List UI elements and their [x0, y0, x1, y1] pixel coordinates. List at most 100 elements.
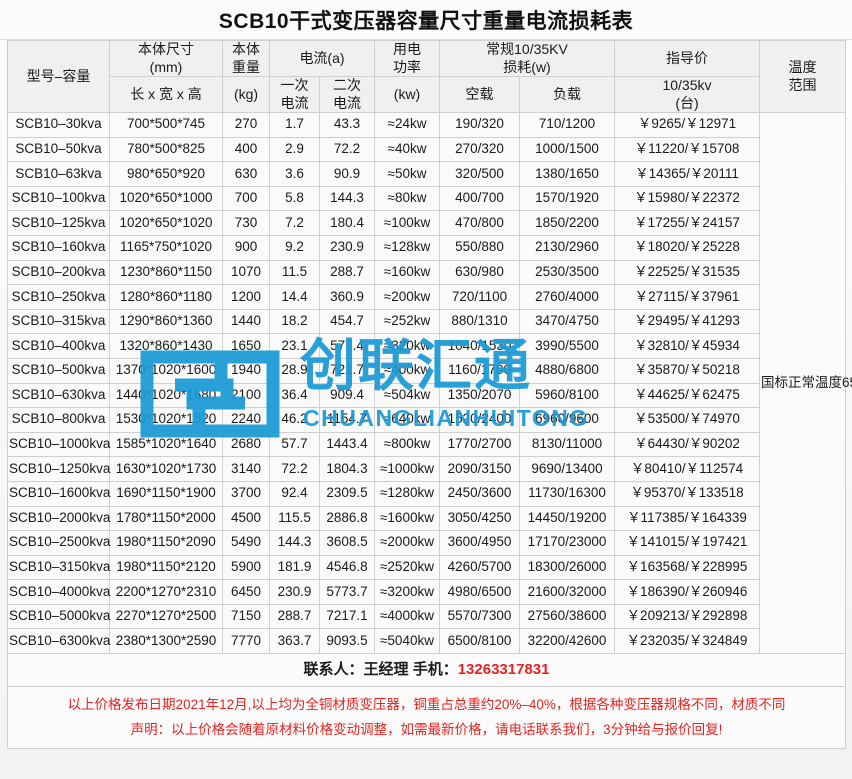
cell-load-loss: 27560/38600: [519, 603, 615, 630]
cell-noload-loss: 270/320: [439, 136, 520, 163]
cell-weight: 900: [222, 234, 270, 261]
cell-noload-loss: 400/700: [439, 185, 520, 212]
cell-power: ≈5040kw: [374, 628, 440, 655]
cell-noload-loss: 4980/6500: [439, 579, 520, 605]
cell-price: ￥18020/￥25228: [614, 234, 760, 261]
cell-size: 1320*860*1430: [109, 333, 223, 359]
th-secondary-current: 二次 电流: [319, 76, 375, 113]
cell-price: ￥17255/￥24157: [614, 210, 760, 236]
cell-power: ≈128kw: [374, 234, 440, 261]
cell-weight: 1440: [222, 308, 270, 335]
cell-size: 1980*1150*2090: [109, 530, 223, 556]
cell-secondary-current: 2886.8: [319, 505, 375, 532]
cell-secondary-current: 4546.8: [319, 554, 375, 581]
cell-secondary-current: 1154.7: [319, 407, 375, 433]
cell-price: ￥209213/￥292898: [614, 603, 760, 630]
cell-primary-current: 11.5: [269, 259, 320, 286]
title-bar: SCB10干式变压器容量尺寸重量电流损耗表: [0, 0, 852, 40]
cell-load-loss: 710/1200: [519, 112, 615, 138]
spec-table: 型号–容量 本体尺寸 (mm) 本体 重量 电流(a) 用电 功率 常规10/3…: [7, 40, 852, 750]
cell-weight: 5900: [222, 554, 270, 581]
cell-model: SCB10–200kva: [7, 259, 110, 286]
cell-primary-current: 92.4: [269, 480, 320, 507]
cell-noload-loss: 2090/3150: [439, 456, 520, 482]
cell-power: ≈40kw: [374, 136, 440, 163]
cell-noload-loss: 1040/1530: [439, 333, 520, 359]
cell-price: ￥15980/￥22372: [614, 185, 760, 212]
th-size-sub: 长 x 宽 x 高: [109, 76, 223, 113]
th-weight: 本体 重量: [222, 40, 270, 77]
cell-weight: 400: [222, 136, 270, 163]
cell-load-loss: 1380/1650: [519, 161, 615, 187]
cell-primary-current: 115.5: [269, 505, 320, 532]
table-row: SCB10–250kva 1280*860*1180 1200 14.4 360.9 ≈2…: [7, 284, 846, 310]
cell-secondary-current: 43.3: [319, 112, 375, 138]
cell-primary-current: 57.7: [269, 431, 320, 458]
cell-model: SCB10–630kva: [7, 382, 110, 409]
cell-model: SCB10–2500kva: [7, 530, 110, 556]
cell-model: SCB10–1000kva: [7, 431, 110, 458]
cell-size: 1230*860*1150: [109, 259, 223, 286]
cell-model: SCB10–800kva: [7, 407, 110, 433]
th-primary-current: 一次 电流: [269, 76, 320, 113]
cell-weight: 2680: [222, 431, 270, 458]
cell-secondary-current: 360.9: [319, 284, 375, 310]
cell-model: SCB10–125kva: [7, 210, 110, 236]
cell-secondary-current: 72.2: [319, 136, 375, 163]
cell-price: ￥53500/￥74970: [614, 407, 760, 433]
cell-weight: 3140: [222, 456, 270, 482]
th-power-sub: (kw): [374, 76, 440, 113]
cell-power: ≈50kw: [374, 161, 440, 187]
cell-weight: 2100: [222, 382, 270, 409]
cell-power: ≈3200kw: [374, 579, 440, 605]
table-row: SCB10–4000kva 2200*1270*2310 6450 230.9 5773…: [7, 579, 846, 605]
cell-power: ≈800kw: [374, 431, 440, 458]
cell-weight: 7770: [222, 628, 270, 655]
cell-model: SCB10–250kva: [7, 284, 110, 310]
cell-noload-loss: 720/1100: [439, 284, 520, 310]
cell-load-loss: 2130/2960: [519, 234, 615, 261]
cell-noload-loss: 1520/2400: [439, 407, 520, 433]
cell-model: SCB10–100kva: [7, 185, 110, 212]
note-line-2: 声明：以上价格会随着原材料价格变动调整，如需最新价格，请电话联系我们，3分钟给与…: [130, 721, 723, 737]
cell-secondary-current: 180.4: [319, 210, 375, 236]
cell-weight: 6450: [222, 579, 270, 605]
cell-model: SCB10–400kva: [7, 333, 110, 359]
cell-weight: 5490: [222, 530, 270, 556]
cell-size: 1370*1020*1600: [109, 357, 223, 384]
cell-load-loss: 9690/13400: [519, 456, 615, 482]
contact-label: 联系人：王经理 手机：: [303, 660, 458, 678]
cell-model: SCB10–160kva: [7, 234, 110, 261]
cell-price: ￥29495/￥41293: [614, 308, 760, 335]
cell-weight: 270: [222, 112, 270, 138]
cell-secondary-current: 1804.3: [319, 456, 375, 482]
cell-primary-current: 9.2: [269, 234, 320, 261]
cell-power: ≈24kw: [374, 112, 440, 138]
table-row: SCB10–6300kva 2380*1300*2590 7770 363.7 9093…: [7, 628, 846, 655]
cell-price: ￥35870/￥50218: [614, 357, 760, 384]
cell-noload-loss: 1770/2700: [439, 431, 520, 458]
table-row: SCB10–125kva 1020*650*1020 730 7.2 180.4 ≈100…: [7, 210, 846, 236]
cell-price: ￥27115/￥37961: [614, 284, 760, 310]
cell-secondary-current: 909.4: [319, 382, 375, 409]
th-model: 型号–容量: [7, 40, 110, 113]
cell-size: 1020*650*1000: [109, 185, 223, 212]
cell-power: ≈160kw: [374, 259, 440, 286]
cell-model: SCB10–2000kva: [7, 505, 110, 532]
cell-secondary-current: 5773.7: [319, 579, 375, 605]
table-row: SCB10–2000kva 1780*1150*2000 4500 115.5 2886…: [7, 505, 846, 532]
cell-load-loss: 21600/32000: [519, 579, 615, 605]
cell-power: ≈640kw: [374, 407, 440, 433]
cell-power: ≈1600kw: [374, 505, 440, 532]
cell-primary-current: 144.3: [269, 530, 320, 556]
cell-primary-current: 181.9: [269, 554, 320, 581]
contact-phone[interactable]: 13263317831: [457, 660, 550, 678]
cell-primary-current: 18.2: [269, 308, 320, 335]
cell-noload-loss: 550/880: [439, 234, 520, 261]
note-line-1: 以上价格发布日期2021年12月,以上均为全铜材质变压器，铜重占总重约20%–4…: [67, 696, 786, 712]
cell-load-loss: 17170/23000: [519, 530, 615, 556]
cell-size: 980*650*920: [109, 161, 223, 187]
table-row: SCB10–500kva 1370*1020*1600 1940 28.9 721.7 ≈…: [7, 357, 846, 384]
cell-size: 1980*1150*2120: [109, 554, 223, 581]
cell-noload-loss: 880/1310: [439, 308, 520, 335]
